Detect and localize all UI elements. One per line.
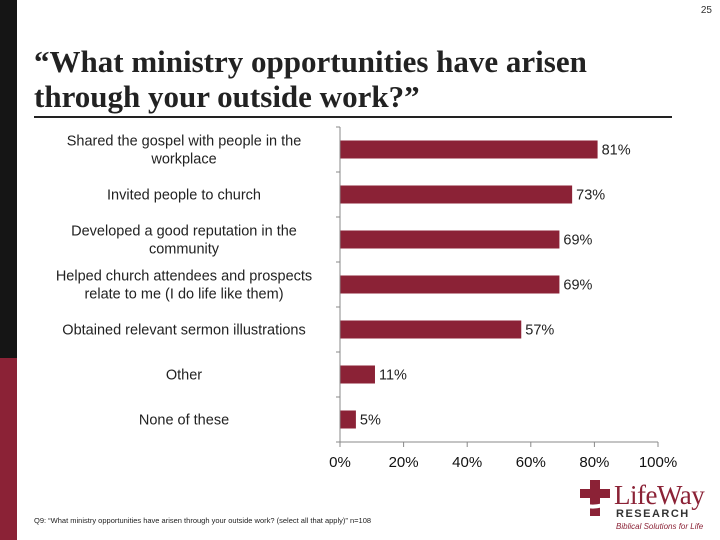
category-label-line: Shared the gospel with people in the <box>67 134 302 150</box>
bar-value-label: 5% <box>360 413 381 429</box>
page-title: “What ministry opportunities have arisen… <box>34 44 587 114</box>
x-tick-label: 60% <box>516 454 546 471</box>
bar-value-label: 69% <box>563 233 592 249</box>
bar <box>340 230 560 249</box>
bar <box>340 140 598 159</box>
category-label: None of these <box>139 413 229 429</box>
category-label: Helped church attendees and prospects rel… <box>56 269 312 303</box>
bar-value-label: 69% <box>563 278 592 294</box>
side-accent-dark <box>0 0 17 358</box>
bar-value-label: 81% <box>602 143 631 159</box>
category-label-line: None of these <box>139 413 229 429</box>
bar <box>340 185 573 204</box>
page-number: 25 <box>700 5 712 16</box>
category-label-line: Helped church attendees and prospects <box>56 269 312 285</box>
category-label-line: Other <box>166 368 202 384</box>
logo-tagline: Biblical Solutions for Life <box>616 522 704 531</box>
category-label-line: Invited people to church <box>107 188 261 204</box>
bar <box>340 410 356 429</box>
x-tick-label: 100% <box>639 454 677 471</box>
x-tick-label: 40% <box>452 454 482 471</box>
category-label: Developed a good reputation in the commun… <box>71 224 297 258</box>
side-accent-red <box>0 358 17 540</box>
title-divider <box>34 116 672 118</box>
bar-value-label: 73% <box>576 188 605 204</box>
category-label-line: relate to me (I do life like them) <box>84 287 283 303</box>
x-tick-label: 80% <box>579 454 609 471</box>
bar-value-label: 11% <box>379 368 407 384</box>
bar <box>340 275 560 294</box>
category-label: Other <box>166 368 202 384</box>
category-label: Invited people to church <box>107 188 261 204</box>
category-label-line: Obtained relevant sermon illustrations <box>62 323 305 339</box>
footnote: Q9: “What ministry opportunities have ar… <box>34 516 372 525</box>
logo-wordmark: LifeWay <box>614 480 705 510</box>
category-label-line: Developed a good reputation in the <box>71 224 297 240</box>
lifeway-logo: LifeWay RESEARCH Biblical Solutions for … <box>578 478 714 534</box>
logo-research: RESEARCH <box>616 508 690 520</box>
bar-value-label: 57% <box>525 323 554 339</box>
category-label-line: community <box>149 242 220 258</box>
bar <box>340 320 522 339</box>
category-label: Obtained relevant sermon illustrations <box>62 323 305 339</box>
category-label: Shared the gospel with people in the work… <box>67 134 302 168</box>
x-tick-label: 0% <box>329 454 351 471</box>
x-tick-label: 20% <box>389 454 419 471</box>
cross-logo-icon <box>580 480 610 516</box>
category-label-line: workplace <box>150 152 216 168</box>
bar <box>340 365 375 384</box>
